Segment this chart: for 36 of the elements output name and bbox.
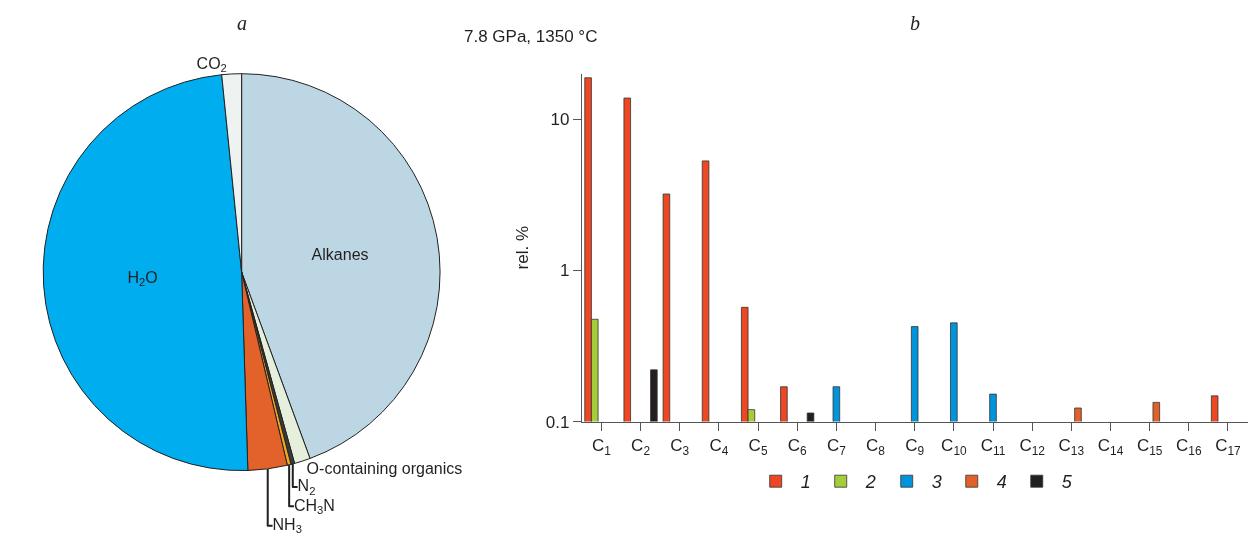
x-tick-label: C$_{2}$ bbox=[631, 436, 651, 458]
x-tick-label: C$_{1}$ bbox=[591, 436, 612, 458]
x-tick-label: C$_{16}$ bbox=[1176, 436, 1202, 458]
chart-title: a bbox=[237, 12, 247, 34]
slice-label: N$_{2}$ bbox=[297, 477, 316, 497]
chart-title: b bbox=[910, 12, 920, 34]
x-tick-label: C$_{10}$ bbox=[941, 436, 967, 458]
x-tick-label: C$_{12}$ bbox=[1019, 436, 1046, 458]
legend-label: 1 bbox=[800, 472, 811, 493]
x-tick-label: C$_{6}$ bbox=[787, 436, 808, 458]
slice-label: CH$_{3}$N bbox=[293, 496, 335, 516]
x-tick-label: C$_{5}$ bbox=[748, 436, 768, 458]
x-tick-label: C$_{17}$ bbox=[1215, 436, 1242, 458]
x-tick-label: C$_{11}$ bbox=[980, 436, 1006, 458]
x-tick-label: C$_{3}$ bbox=[670, 436, 690, 458]
y-tick-label: 10 bbox=[550, 110, 570, 130]
y-tick-label: 1 bbox=[559, 261, 570, 281]
y-axis-title: rel. % bbox=[513, 225, 533, 270]
slice-label: H$_{2}$O bbox=[127, 269, 158, 289]
legend-label: 4 bbox=[996, 472, 1007, 493]
legend-label: 2 bbox=[864, 472, 876, 493]
slice-label: Alkanes bbox=[311, 246, 369, 264]
y-tick-label: 0.1 bbox=[545, 412, 570, 432]
x-tick-label: C$_{13}$ bbox=[1058, 436, 1085, 458]
x-tick-label: C$_{15}$ bbox=[1136, 436, 1163, 458]
legend-label: 5 bbox=[1061, 472, 1073, 493]
legend-label: 3 bbox=[931, 472, 942, 493]
x-tick-label: C$_{4}$ bbox=[709, 436, 729, 458]
slice-label: O-containing organics bbox=[306, 460, 463, 478]
slice-label: NH$_{3}$ bbox=[272, 516, 302, 536]
x-tick-label: C$_{9}$ bbox=[905, 436, 925, 458]
x-tick-label: C$_{7}$ bbox=[826, 436, 847, 458]
slice-label: CO$_{2}$ bbox=[196, 54, 227, 74]
x-tick-label: C$_{8}$ bbox=[866, 436, 886, 458]
x-tick-label: C$_{14}$ bbox=[1097, 436, 1124, 458]
chart-subtitle: 7.8 GPa, 1350 °C bbox=[464, 27, 598, 46]
